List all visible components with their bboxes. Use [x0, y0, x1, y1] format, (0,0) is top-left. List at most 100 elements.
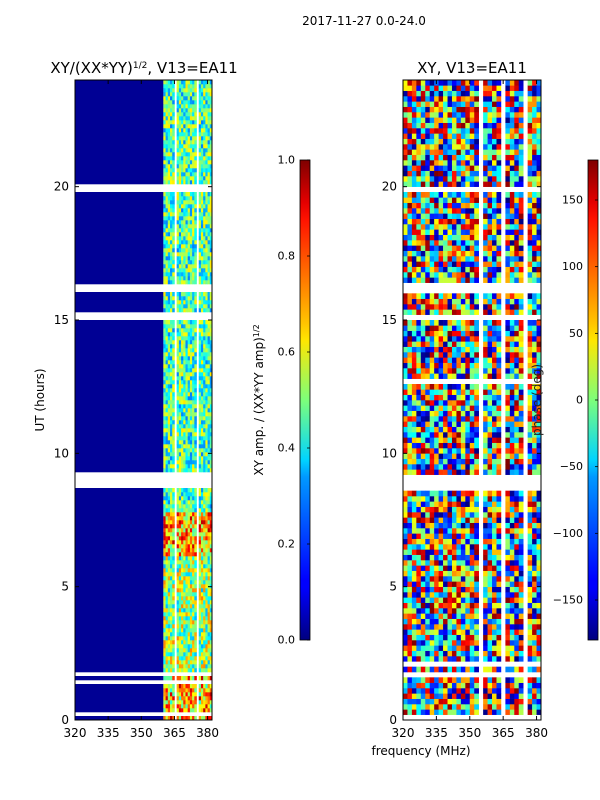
- amplitude-cell: [203, 592, 206, 597]
- amplitude-cell: [176, 556, 180, 561]
- amplitude-cell: [203, 336, 206, 341]
- phase-cell: [425, 538, 431, 545]
- amplitude-cell: [170, 248, 173, 253]
- amplitude-cell: [194, 292, 197, 297]
- phase-cell: [411, 357, 417, 363]
- amplitude-cell: [200, 456, 204, 461]
- amplitude-cell: [165, 216, 169, 221]
- phase-cell: [465, 501, 471, 507]
- phase-cell: [532, 693, 537, 699]
- amplitude-cell: [165, 708, 169, 713]
- amplitude-cell: [176, 168, 180, 173]
- phase-cell: [487, 533, 493, 539]
- amplitude-cell: [165, 240, 169, 245]
- amplitude-cell: [203, 576, 206, 581]
- phase-cell: [411, 629, 417, 635]
- amplitude-cell: [172, 560, 175, 565]
- amplitude-cell: [183, 92, 186, 97]
- phase-cell: [447, 357, 453, 363]
- phase-cell: [496, 709, 502, 715]
- amplitude-cell: [181, 132, 184, 137]
- phase-cell: [527, 549, 533, 555]
- phase-cell: [514, 336, 520, 342]
- amplitude-cell: [167, 420, 171, 425]
- phase-cell: [456, 442, 462, 449]
- amplitude-cell: [163, 452, 166, 457]
- phase-cell: [505, 634, 511, 641]
- amplitude-cell: [209, 388, 213, 393]
- amplitude-cell: [178, 136, 182, 141]
- amplitude-cell: [165, 180, 169, 185]
- amplitude-cell: [167, 156, 171, 161]
- amplitude-cell: [205, 88, 208, 93]
- amplitude-cell: [167, 164, 171, 169]
- phase-cell: [474, 682, 479, 689]
- phase-cell: [514, 528, 520, 534]
- amplitude-cell: [181, 544, 184, 549]
- phase-cell: [416, 368, 422, 374]
- phase-cell: [487, 576, 493, 582]
- amplitude-cell: [189, 304, 193, 309]
- phase-cell: [496, 496, 502, 502]
- phase-cell: [447, 362, 453, 369]
- amplitude-cell: [170, 508, 173, 513]
- amplitude-cell: [170, 692, 173, 697]
- amplitude-cell: [176, 684, 180, 689]
- phase-cell: [411, 384, 417, 390]
- phase-cell: [496, 442, 502, 449]
- phase-cell: [509, 512, 515, 518]
- amplitude-cell: [198, 120, 202, 125]
- amplitude-cell: [176, 292, 180, 297]
- phase-cell: [443, 384, 448, 390]
- amplitude-flagged-cell: [75, 564, 164, 569]
- phase-cell: [527, 560, 533, 566]
- amplitude-cell: [189, 496, 193, 501]
- amplitude-cell: [203, 556, 206, 561]
- amplitude-cell: [165, 596, 169, 601]
- amplitude-cell: [207, 584, 211, 589]
- phase-cell: [407, 501, 413, 507]
- amplitude-cell: [183, 684, 186, 689]
- amplitude-cell: [165, 416, 169, 421]
- amplitude-cell: [170, 696, 173, 701]
- amplitude-cell: [207, 616, 211, 621]
- amplitude-cell: [207, 104, 211, 109]
- amplitude-cell: [189, 376, 193, 381]
- amplitude-cell: [167, 464, 171, 469]
- phase-cell: [496, 634, 502, 641]
- amplitude-cell: [189, 488, 193, 493]
- amplitude-cell: [203, 280, 206, 285]
- amplitude-cell: [187, 644, 191, 649]
- amplitude-cell: [183, 492, 186, 497]
- amplitude-cell: [209, 660, 213, 665]
- amplitude-cell: [183, 240, 186, 245]
- phase-cell: [514, 512, 520, 518]
- amplitude-cell: [187, 508, 191, 513]
- phase-cell: [451, 336, 457, 342]
- amplitude-cell: [176, 308, 180, 313]
- amplitude-cell: [185, 548, 188, 553]
- phase-cell: [465, 576, 471, 582]
- amplitude-cell: [181, 176, 184, 181]
- amplitude-cell: [170, 580, 173, 585]
- phase-cell: [518, 698, 524, 705]
- amplitude-cell: [207, 336, 211, 341]
- amplitude-cell: [200, 448, 204, 453]
- amplitude-cell: [183, 80, 186, 85]
- amplitude-cell: [172, 172, 175, 177]
- phase-cell: [460, 432, 466, 438]
- amplitude-cell: [167, 428, 171, 433]
- phase-cell: [469, 629, 475, 635]
- phase-cell: [420, 421, 426, 427]
- amplitude-cell: [167, 592, 171, 597]
- amplitude-cell: [192, 168, 195, 173]
- amplitude-flagged-cell: [75, 432, 164, 437]
- phase-cell: [403, 432, 408, 438]
- amplitude-cell: [194, 592, 197, 597]
- phase-cell: [536, 581, 542, 587]
- amplitude-cell: [172, 452, 175, 457]
- amplitude-cell: [189, 228, 193, 233]
- amplitude-cell: [187, 520, 191, 525]
- amplitude-cell: [198, 104, 202, 109]
- amplitude-cell: [187, 336, 191, 341]
